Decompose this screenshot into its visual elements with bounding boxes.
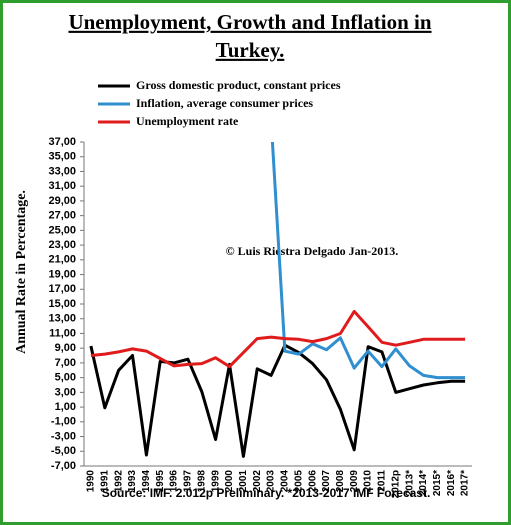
annotation: © Luis Riestra Delgado Jan-2013. xyxy=(226,244,399,258)
y-tick-label: 17,00 xyxy=(48,283,76,295)
legend-label: Unemployment rate xyxy=(136,114,239,128)
x-tick-label: 2000 xyxy=(224,470,235,493)
y-tick-label: -1,00 xyxy=(51,416,76,428)
x-tick-label: 2011 xyxy=(377,470,388,492)
x-tick-label: 2010 xyxy=(363,470,374,493)
y-tick-label: 37,00 xyxy=(48,136,76,148)
y-tick-label: 29,00 xyxy=(48,195,76,207)
x-tick-label: 1990 xyxy=(86,470,97,493)
x-tick-label: 2017* xyxy=(460,470,471,496)
y-tick-label: 27,00 xyxy=(48,210,76,222)
x-tick-label: 1993 xyxy=(127,470,138,493)
y-tick-label: -5,00 xyxy=(51,445,76,457)
y-tick-label: 5,00 xyxy=(55,372,76,384)
x-tick-label: 1991 xyxy=(99,470,110,493)
x-tick-label: 2007 xyxy=(321,470,332,493)
x-tick-label: 2009 xyxy=(349,470,360,493)
y-tick-label: 15,00 xyxy=(48,298,76,310)
x-tick-label: 1999 xyxy=(210,470,221,493)
x-tick-label: 1994 xyxy=(141,470,152,493)
x-tick-label: 1995 xyxy=(155,470,166,493)
y-tick-label: 11,00 xyxy=(49,327,76,339)
x-tick-label: 2004 xyxy=(280,470,291,493)
x-tick-label: 2013* xyxy=(404,470,415,496)
x-tick-label: 2008 xyxy=(335,470,346,493)
x-tick-label: 2001 xyxy=(238,470,249,493)
x-tick-label: 2006 xyxy=(307,470,318,493)
x-tick-label: 1997 xyxy=(183,470,194,493)
x-tick-label: 2014* xyxy=(418,470,429,496)
x-tick-label: 2002 xyxy=(252,470,263,493)
y-tick-label: 25,00 xyxy=(48,224,76,236)
x-tick-label: 2016* xyxy=(446,470,457,496)
y-tick-label: 35,00 xyxy=(48,151,76,163)
x-tick-label: 2015* xyxy=(432,470,443,496)
y-tick-label: 31,00 xyxy=(48,180,76,192)
x-tick-label: 2005 xyxy=(293,470,304,493)
chart-title: Turkey. xyxy=(216,38,285,62)
x-tick-label: 2012p xyxy=(390,470,401,498)
y-tick-label: 13,00 xyxy=(48,313,76,325)
y-tick-label: 23,00 xyxy=(48,239,76,251)
x-tick-label: 1996 xyxy=(169,470,180,493)
data-line xyxy=(270,142,466,380)
x-tick-label: 2003 xyxy=(266,470,277,493)
legend-label: Inflation, average consumer prices xyxy=(136,96,313,110)
y-tick-label: 1,00 xyxy=(55,401,76,413)
y-tick-label: 21,00 xyxy=(48,254,76,266)
data-line xyxy=(90,309,466,369)
source-note: Source: IMF. 2.012p Preliminary. *2013-2… xyxy=(102,486,431,500)
y-tick-label: -3,00 xyxy=(51,430,76,442)
y-axis-title: Annual Rate in Percentage. xyxy=(14,190,29,354)
chart-title: Unemployment, Growth and Inflation in xyxy=(68,10,431,34)
y-tick-label: 33,00 xyxy=(48,165,76,177)
y-tick-label: 7,00 xyxy=(55,357,76,369)
x-tick-label: 1998 xyxy=(196,470,207,493)
x-tick-label: 1992 xyxy=(113,470,124,493)
legend-label: Gross domestic product, constant prices xyxy=(136,78,341,92)
data-line xyxy=(89,343,466,458)
plot-area xyxy=(89,142,466,458)
y-tick-label: -7,00 xyxy=(51,460,76,472)
y-tick-label: 9,00 xyxy=(55,342,76,354)
y-tick-label: 19,00 xyxy=(48,268,76,280)
y-tick-label: 3,00 xyxy=(55,386,76,398)
